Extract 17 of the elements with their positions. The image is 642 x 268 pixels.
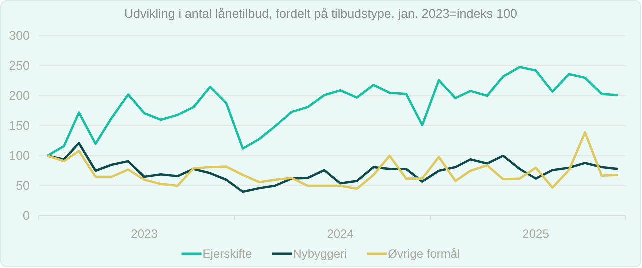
x-tick-label: 2025 <box>522 227 550 242</box>
line-series <box>46 66 620 158</box>
y-tick-label: 0 <box>23 209 30 223</box>
line-series <box>46 131 620 190</box>
line-series <box>46 142 620 194</box>
x-tick-label: 2023 <box>131 227 158 242</box>
legend-label: Øvrige formål <box>388 247 460 261</box>
legend-label: Nybyggeri <box>293 247 348 261</box>
y-tick-label: 200 <box>9 89 30 103</box>
y-tick-label: 250 <box>9 59 30 73</box>
y-tick-label: 50 <box>16 179 30 193</box>
y-tick-label: 150 <box>9 119 30 133</box>
y-tick-label: 300 <box>9 29 30 43</box>
y-tick-label: 100 <box>9 149 30 163</box>
legend-label: Ejerskifte <box>202 247 252 261</box>
x-tick-label: 2024 <box>327 227 354 242</box>
chart-title: Udvikling i antal lånetilbud, fordelt på tilbudstype, jan. 2023=indeks 100 <box>124 7 518 21</box>
